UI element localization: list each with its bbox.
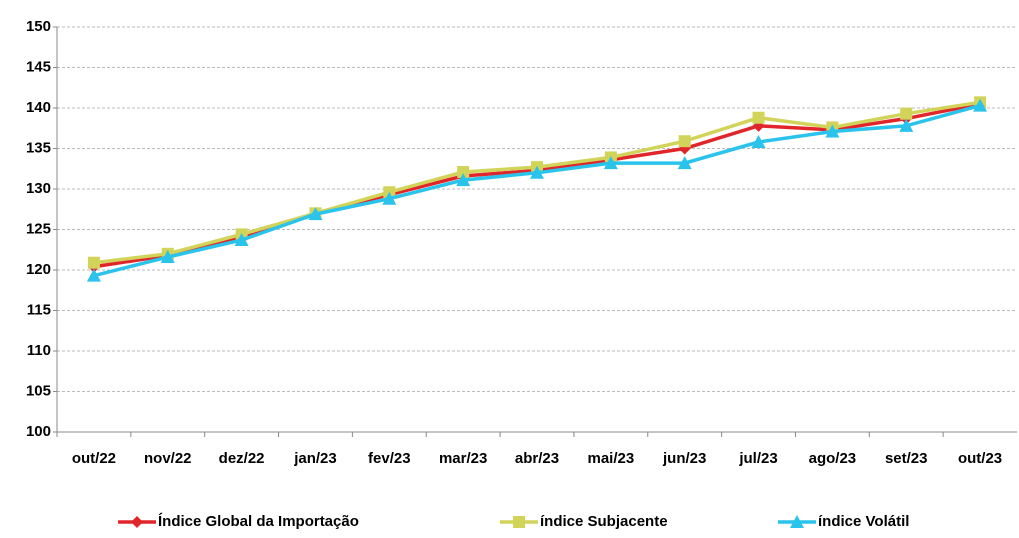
x-tick-label: ago/23 [809, 450, 857, 467]
legend-label: índice Subjacente [540, 513, 668, 530]
x-tick-label: nov/22 [144, 450, 192, 467]
y-tick-label: 115 [27, 301, 51, 318]
marker [900, 107, 913, 120]
y-tick-label: 135 [26, 139, 51, 156]
marker [973, 98, 988, 112]
marker [603, 156, 618, 170]
marker [678, 135, 691, 148]
y-tick-label: 100 [26, 423, 51, 440]
marker [86, 268, 101, 282]
series-line [93, 103, 981, 278]
x-tick-label: out/23 [958, 450, 1002, 467]
y-tick-label: 125 [26, 220, 51, 237]
x-tick-label: fev/23 [368, 450, 411, 467]
y-tick-label: 145 [26, 58, 51, 75]
y-tick-label: 140 [26, 99, 51, 116]
marker [87, 256, 100, 269]
y-tick-label: 120 [26, 261, 51, 278]
marker [751, 135, 766, 149]
x-tick-label: jul/23 [738, 450, 777, 467]
series-line [93, 100, 981, 265]
x-tick-label: mai/23 [587, 450, 634, 467]
legend-item: índice Volátil [778, 513, 909, 530]
marker [131, 516, 143, 528]
legend-label: índice Volátil [818, 513, 909, 530]
marker [790, 515, 804, 528]
marker [382, 191, 397, 205]
marker [234, 233, 249, 247]
y-tick-label: 105 [26, 382, 51, 399]
marker [677, 156, 692, 170]
legend-item: Índice Global da Importação [118, 513, 359, 530]
x-tick-label: jan/23 [293, 450, 337, 467]
x-tick-label: abr/23 [515, 450, 559, 467]
marker [308, 207, 323, 221]
legend-item: índice Subjacente [500, 513, 668, 530]
x-tick-label: mar/23 [439, 450, 487, 467]
marker [160, 250, 175, 264]
x-tick-label: jun/23 [662, 450, 706, 467]
marker [825, 124, 840, 138]
y-tick-label: 150 [26, 18, 51, 35]
marker [513, 516, 525, 528]
x-tick-label: set/23 [885, 450, 928, 467]
marker [456, 173, 471, 187]
x-tick-label: dez/22 [219, 450, 265, 467]
marker [457, 165, 470, 178]
x-tick-label: out/22 [72, 450, 116, 467]
y-tick-label: 110 [27, 342, 51, 359]
marker [899, 118, 914, 132]
marker [530, 165, 544, 179]
marker [752, 111, 765, 124]
y-tick-label: 130 [26, 180, 51, 197]
legend-label: Índice Global da Importação [158, 513, 359, 530]
